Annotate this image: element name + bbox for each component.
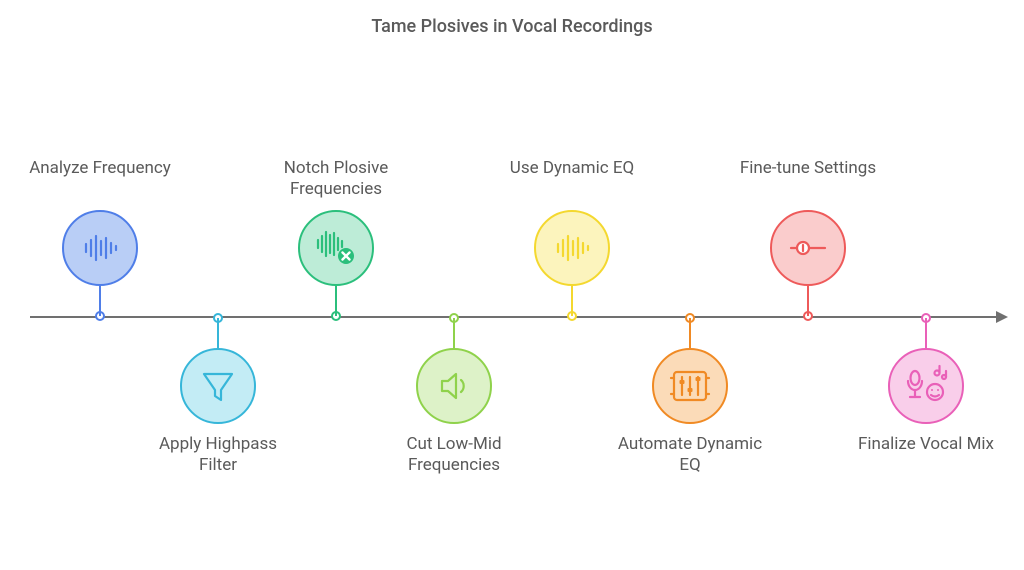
step-label: Cut Low-Mid Frequencies <box>379 434 529 477</box>
step-stem <box>689 318 691 348</box>
step-circle <box>62 210 138 286</box>
waveform-icon <box>550 226 594 270</box>
step-label: Notch Plosive Frequencies <box>261 158 411 201</box>
waveform-icon <box>78 226 122 270</box>
step-circle <box>888 348 964 424</box>
step-label: Analyze Frequency <box>25 158 175 179</box>
step-stem <box>217 318 219 348</box>
step-analyze-frequency: Analyze Frequency <box>40 0 160 570</box>
step-stem <box>807 286 809 316</box>
step-circle <box>416 348 492 424</box>
wave-cancel-icon <box>312 224 360 272</box>
vocal-mix-icon <box>901 361 951 411</box>
step-circle <box>298 210 374 286</box>
step-label: Apply Highpass Filter <box>143 434 293 477</box>
step-circle <box>652 348 728 424</box>
step-fine-tune: Fine-tune Settings <box>748 0 868 570</box>
step-label: Finalize Vocal Mix <box>851 434 1001 455</box>
step-label: Fine-tune Settings <box>733 158 883 179</box>
step-stem <box>335 286 337 316</box>
step-label: Automate Dynamic EQ <box>615 434 765 477</box>
step-stem <box>453 318 455 348</box>
step-label: Use Dynamic EQ <box>497 158 647 179</box>
speaker-icon <box>432 364 476 408</box>
step-cut-lowmid: Cut Low-Mid Frequencies <box>394 0 514 570</box>
step-circle <box>180 348 256 424</box>
funnel-icon <box>196 364 240 408</box>
step-stem <box>571 286 573 316</box>
step-circle <box>770 210 846 286</box>
step-dynamic-eq: Use Dynamic EQ <box>512 0 632 570</box>
knob-icon <box>785 225 831 271</box>
step-stem <box>925 318 927 348</box>
step-notch-plosive: Notch Plosive Frequencies <box>276 0 396 570</box>
step-apply-highpass: Apply Highpass Filter <box>158 0 278 570</box>
step-finalize-mix: Finalize Vocal Mix <box>866 0 986 570</box>
step-circle <box>534 210 610 286</box>
step-automate-eq: Automate Dynamic EQ <box>630 0 750 570</box>
step-stem <box>99 286 101 316</box>
sliders-icon <box>667 363 713 409</box>
